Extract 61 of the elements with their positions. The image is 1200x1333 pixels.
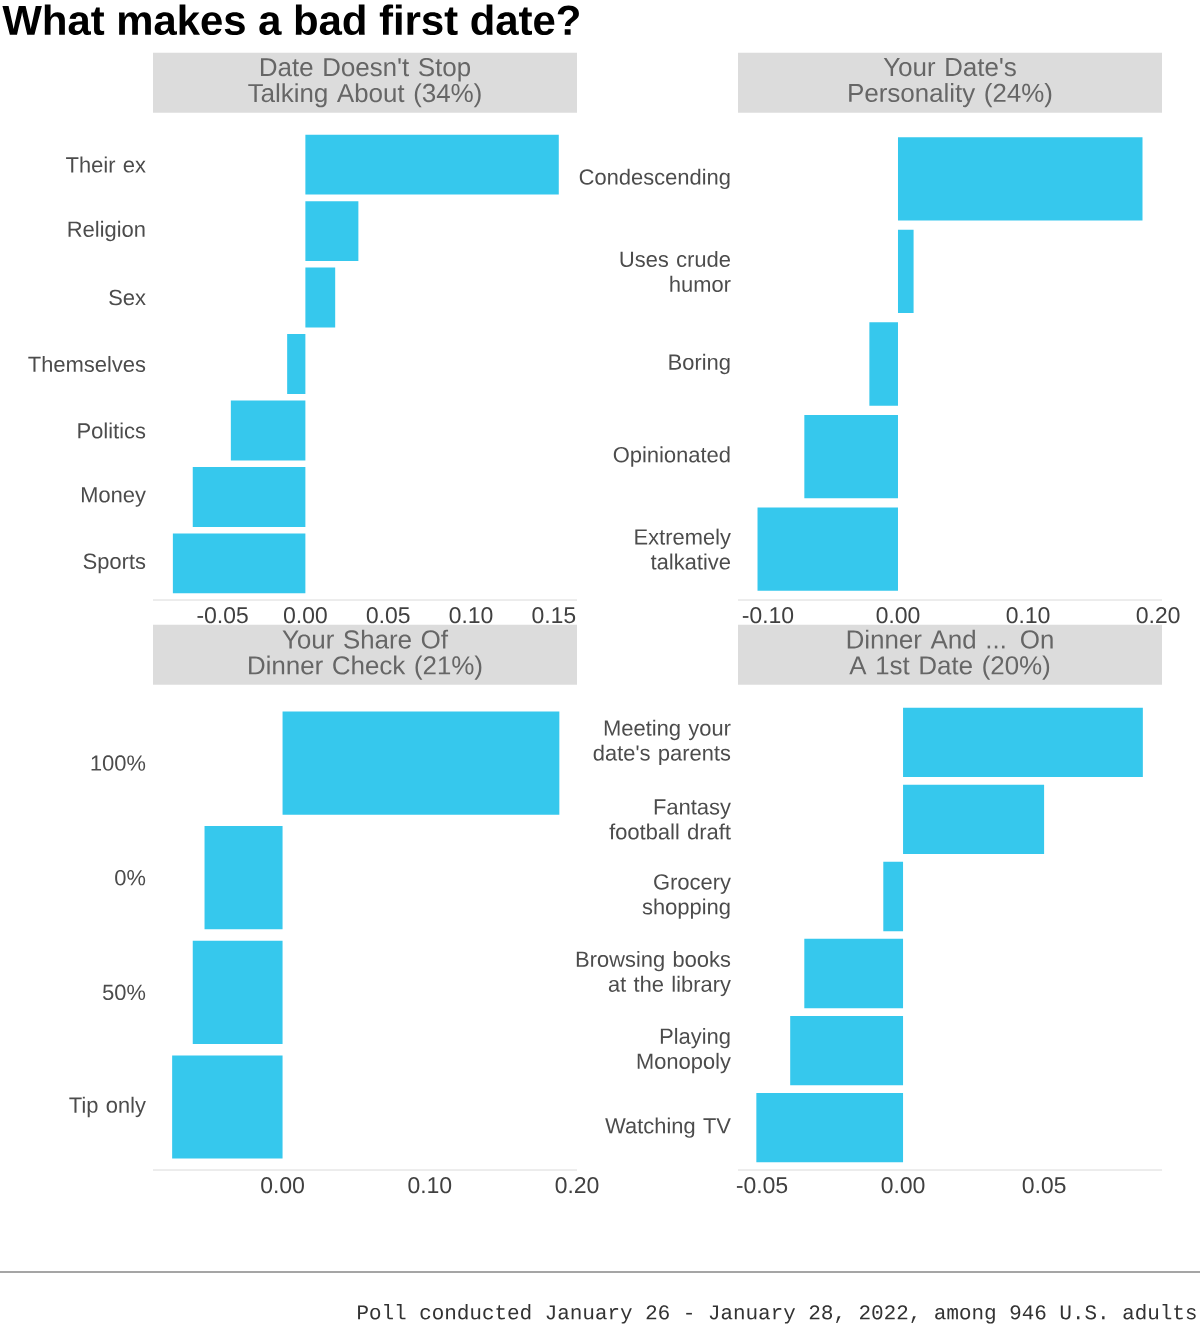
x-tick-label: 0.20 <box>555 1177 599 1194</box>
y-tick-label: Grocery shopping <box>642 874 731 919</box>
chart-title: Your Date's Personality (24%) <box>849 58 1052 108</box>
x-tick-label: 0.10 <box>449 607 493 624</box>
y-tick-label: Extremely talkative <box>635 528 731 570</box>
text: Poll conducted January 26 - January 28, 2022, among 946 U.S. adults <box>358 1304 1196 1324</box>
y-tick-label: 50% <box>102 984 146 1001</box>
y-tick-label: Their ex <box>66 156 146 173</box>
y-tick-label: 0% <box>115 869 146 886</box>
x-tick-label: 0.05 <box>366 607 410 624</box>
y-tick-label: Meeting your date's parents <box>593 719 731 766</box>
x-tick-label: -0.05 <box>197 607 248 624</box>
bar <box>804 414 898 499</box>
y-tick-label: Condescending <box>579 168 730 190</box>
y-tick-label: Boring <box>669 353 730 375</box>
y-tick-label: 100% <box>91 755 146 771</box>
x-tick-label: 0.05 <box>1022 1177 1066 1194</box>
chart-title: Your Share Of Dinner Check (21%) <box>249 629 482 680</box>
bar <box>897 137 1143 221</box>
x-tick-label: 0.10 <box>408 1177 452 1194</box>
text: What makes a bad first date? <box>2 4 579 36</box>
x-tick-label: 0.10 <box>1006 607 1050 624</box>
y-tick-label: Politics <box>78 422 146 439</box>
bar <box>790 1015 904 1086</box>
x-tick-label: 0.00 <box>283 607 327 624</box>
bar <box>230 400 306 461</box>
bar <box>305 201 359 261</box>
y-tick-label: Fantasy football draft <box>609 799 731 840</box>
chart-title: Dinner And ... On A 1st Date (20%) <box>847 629 1053 680</box>
bar <box>897 229 914 314</box>
y-tick-label: Browsing books at the library <box>576 950 731 997</box>
x-tick-label: 0.00 <box>261 1177 304 1194</box>
x-tick-label: 0.00 <box>876 607 920 624</box>
bar <box>903 784 1045 855</box>
y-tick-label: Sex <box>109 289 146 306</box>
y-tick-label: Sports <box>83 553 146 574</box>
x-tick-label: 0.15 <box>532 607 576 624</box>
bar <box>305 134 559 195</box>
y-tick-label: Watching TV <box>605 1117 731 1138</box>
y-tick-label: Tip only <box>69 1096 146 1118</box>
y-tick-label: Money <box>81 487 146 507</box>
bar <box>883 861 904 932</box>
bar <box>903 707 1143 778</box>
y-tick-label: Uses crude humor <box>620 250 731 292</box>
bar <box>287 334 306 394</box>
bar <box>757 507 898 591</box>
x-tick-label: -0.05 <box>736 1177 788 1194</box>
y-tick-label: Themselves <box>28 355 146 373</box>
bar <box>869 322 898 406</box>
y-tick-label: Religion <box>68 220 145 242</box>
bar <box>305 267 336 328</box>
chart-title: Date Doesn't Stop Talking About (34%) <box>248 57 481 108</box>
x-tick-label: 0.20 <box>1136 607 1180 624</box>
bar <box>172 533 306 594</box>
y-tick-label: Opinionated <box>613 446 730 467</box>
y-tick-label: Playing Monopoly <box>637 1027 731 1074</box>
x-tick-label: 0.00 <box>881 1177 925 1194</box>
bar <box>192 467 306 527</box>
bar <box>804 938 904 1009</box>
bar <box>756 1092 904 1163</box>
x-tick-label: -0.10 <box>742 607 794 624</box>
